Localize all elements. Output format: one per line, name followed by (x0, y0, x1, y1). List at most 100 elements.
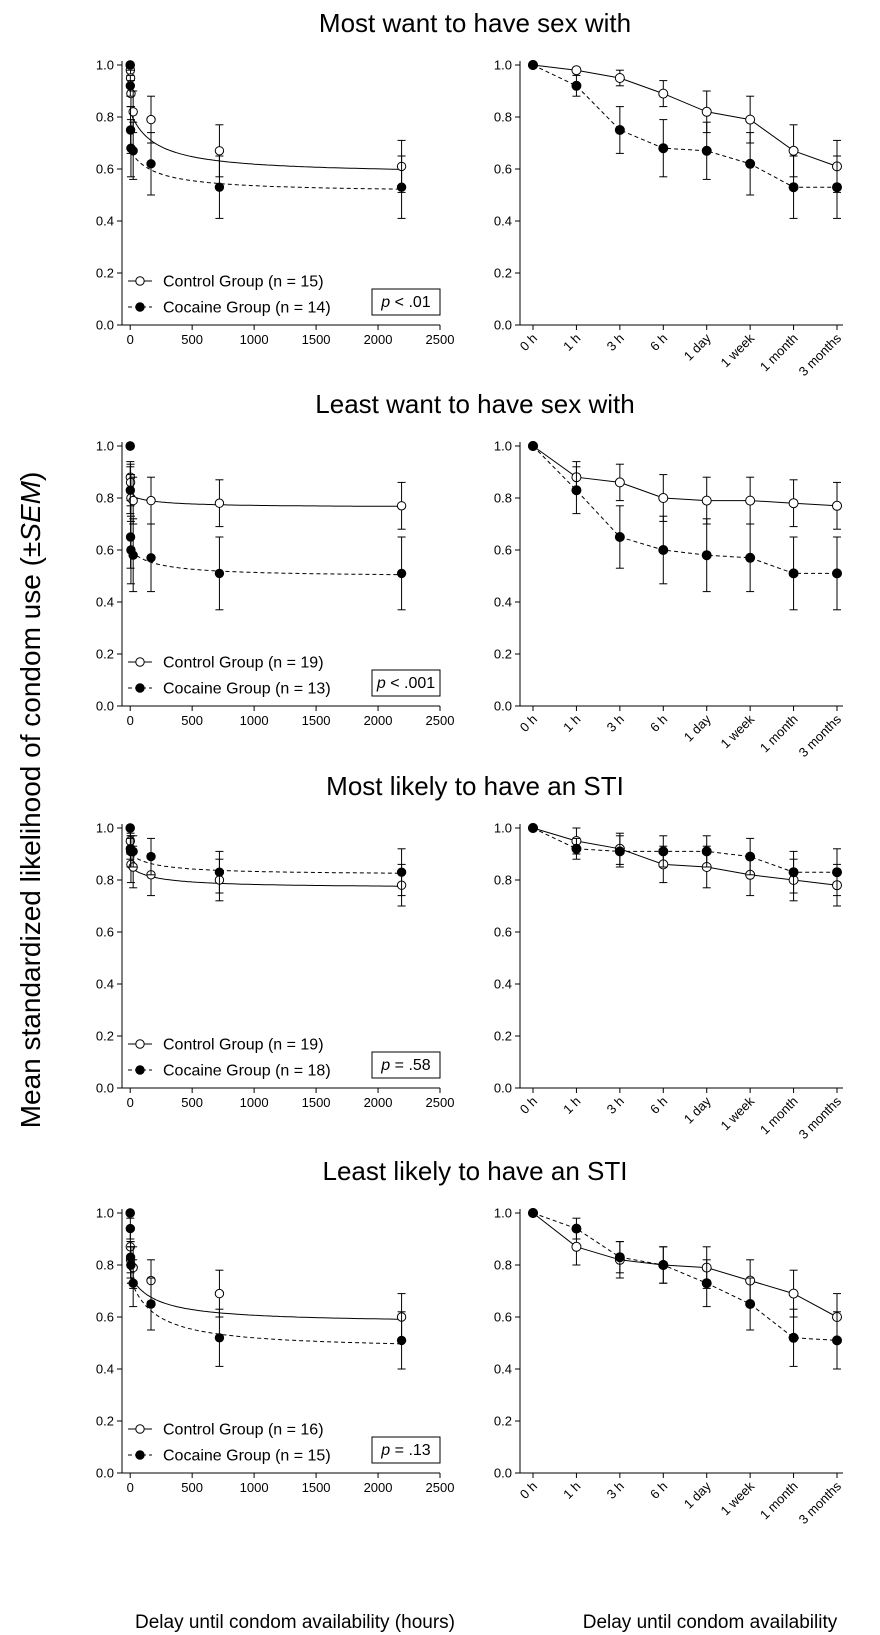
p-value-label: p = .13 (380, 1442, 430, 1459)
control-series-line (532, 445, 838, 507)
cocaine-point (125, 823, 135, 833)
control-point (214, 146, 225, 156)
cocaine-series-line (532, 64, 837, 188)
control-point (214, 498, 225, 508)
control-point (658, 88, 669, 99)
chart-panel-1: Most want to have sex with0.00.20.40.60.… (96, 8, 845, 379)
p-value: < .001 (386, 675, 435, 692)
x-tick-label: 500 (181, 1480, 203, 1495)
legend-label: Control Group (n = 16) (163, 1422, 324, 1439)
x-tick-label: 3 months (796, 1478, 845, 1527)
cocaine-point (528, 441, 538, 451)
control-point (832, 500, 842, 511)
y-tick-label: 0.6 (96, 162, 114, 177)
control-point (214, 1288, 225, 1299)
x-tick-label: 3 months (796, 711, 845, 760)
cocaine-point (396, 867, 407, 877)
y-tick-label: 0.4 (494, 595, 512, 610)
x-tick-label: 1 h (560, 712, 583, 735)
p-value: = .58 (390, 1057, 431, 1074)
y-tick-label: 0.8 (96, 873, 114, 888)
x-tick-label: 1 h (560, 331, 583, 354)
x-tick-label: 1000 (240, 1480, 269, 1495)
y-tick-label: 0.0 (494, 1466, 512, 1481)
y-tick-label: 0.8 (494, 491, 512, 506)
x-tick-label: 2500 (426, 332, 455, 347)
cocaine-point (701, 550, 712, 561)
hours-plot: 0.0 0.2 0.4 0.6 0.8 1.0 0 500 1000 1500 2000 2500 Co… (96, 1206, 455, 1496)
x-tick-label: 3 h (604, 712, 627, 735)
control-point (788, 145, 799, 156)
cocaine-point (125, 441, 135, 451)
cocaine-point (745, 552, 756, 563)
x-tick-label: 6 h (647, 712, 670, 735)
cocaine-point (788, 867, 799, 878)
cocaine-point (832, 1335, 842, 1346)
control-series-line (532, 1212, 838, 1318)
control-point (788, 1288, 799, 1299)
y-tick-label: 0.2 (494, 1414, 512, 1429)
cocaine-point (788, 1332, 799, 1343)
p-value-box (371, 669, 441, 697)
y-tick-label: 0.2 (96, 1029, 114, 1044)
cocaine-point (832, 867, 842, 878)
x-tick-label: 0 h (517, 712, 540, 735)
control-series-line (532, 64, 838, 167)
cocaine-point (788, 568, 799, 579)
x-axis-label-categories: Delay until condom availability (583, 1612, 838, 1633)
x-tick-label: 1 day (681, 330, 714, 363)
x-tick-label: 1 month (757, 1479, 801, 1523)
y-tick-label: 1.0 (96, 821, 114, 836)
cocaine-point (128, 846, 138, 857)
cocaine-point (125, 485, 136, 495)
x-tick-label: 1 h (560, 1479, 583, 1502)
cocaine-point (701, 1278, 712, 1289)
fit-curve-cocaine (131, 1281, 402, 1345)
y-tick-label: 0.8 (96, 110, 114, 125)
y-tick-label: 0.2 (96, 647, 114, 662)
x-tick-label: 1000 (240, 332, 269, 347)
x-tick-label: 1500 (302, 1095, 331, 1110)
y-axis-label: Mean standardized likelihood of condom u… (15, 472, 46, 1129)
x-tick-label: 2000 (364, 332, 393, 347)
legend-marker (135, 1039, 145, 1049)
cocaine-point (658, 846, 669, 857)
cocaine-point (832, 568, 842, 579)
fit-curve-cocaine (131, 550, 402, 576)
p-value: < .01 (390, 294, 431, 311)
y-axis-label-suffix: ) (15, 472, 46, 481)
hours-plot: 0.0 0.2 0.4 0.6 0.8 1.0 0 500 1000 1500 2000 2500 Co… (96, 58, 455, 348)
p-value-label: p = .58 (380, 1057, 430, 1074)
y-tick-label: 0.2 (494, 647, 512, 662)
hours-plot: 0.0 0.2 0.4 0.6 0.8 1.0 0 500 1000 1500 2000 2500 Co… (96, 439, 455, 729)
control-point (614, 73, 625, 83)
fit-curve-cocaine (131, 152, 402, 190)
x-tick-label: 2000 (364, 1480, 393, 1495)
x-tick-label: 0 (127, 1095, 134, 1110)
x-tick-label: 1 month (757, 712, 801, 756)
legend-marker (135, 276, 145, 286)
control-point (146, 114, 156, 125)
x-tick-label: 1500 (302, 713, 331, 728)
cocaine-point (614, 125, 625, 135)
x-tick-label: 1 week (718, 330, 758, 370)
y-tick-label: 0.6 (96, 543, 114, 558)
x-tick-label: 2000 (364, 713, 393, 728)
y-tick-label: 0.6 (96, 1310, 114, 1325)
x-tick-label: 1 day (681, 1478, 714, 1511)
y-tick-label: 0.8 (494, 110, 512, 125)
y-tick-label: 0.8 (494, 873, 512, 888)
control-point (396, 501, 407, 511)
y-tick-label: 1.0 (96, 1206, 114, 1221)
cocaine-point (128, 146, 138, 156)
cocaine-point (125, 60, 135, 70)
p-value-box (371, 1436, 441, 1464)
cocaine-point (788, 182, 799, 193)
cocaine-point (125, 81, 136, 91)
cocaine-point (658, 143, 669, 154)
cocaine-point (614, 532, 625, 542)
hours-plot: 0.0 0.2 0.4 0.6 0.8 1.0 0 500 1000 1500 2000 2500 Co… (96, 821, 455, 1111)
legend-label: Cocaine Group (n = 13) (163, 681, 331, 698)
cocaine-series-line (532, 1212, 838, 1341)
